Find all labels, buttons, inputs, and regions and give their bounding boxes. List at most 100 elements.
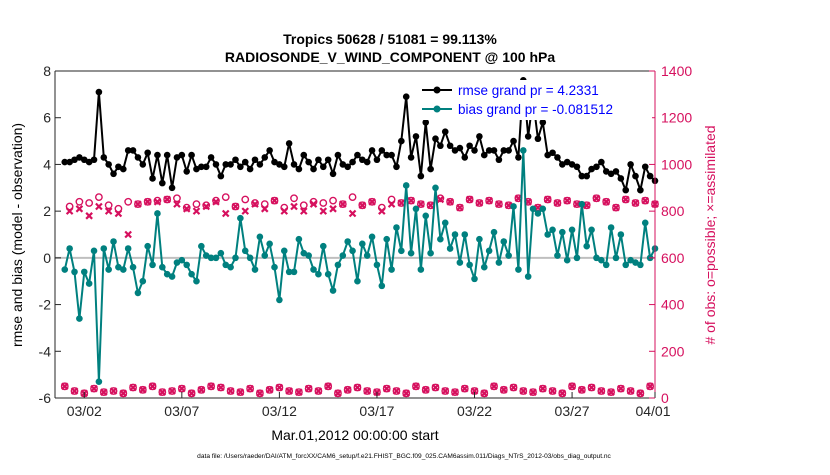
bias-point: [637, 261, 644, 269]
rmse-point: [276, 161, 283, 168]
obs-possible-point: [485, 196, 494, 205]
obs-assimilated-stroke: [543, 195, 552, 204]
obs-assimilated-point: [431, 383, 440, 392]
bias-point: [388, 266, 395, 273]
obs-assimilated-point: [573, 200, 581, 208]
obs-assimilated-point: [460, 384, 469, 393]
obs-assimilated-point: [134, 200, 142, 208]
obs-assimilated-point: [378, 207, 386, 215]
bias-point: [129, 263, 137, 271]
obs-assimilated-stroke: [251, 200, 259, 208]
obs-possible-point: [119, 389, 128, 398]
obs-assimilated-point: [339, 200, 347, 208]
rmse-point: [641, 163, 649, 171]
bias-point: [329, 287, 337, 294]
x-tick-label: 03/27: [555, 403, 590, 419]
obs-assimilated-stroke: [421, 386, 430, 394]
bias-point: [402, 182, 410, 189]
obs-assimilated-point: [548, 387, 557, 395]
y-axis-right-label: # of obs: o=possible; ×=assimilated: [702, 125, 718, 344]
rmse-point: [373, 156, 381, 164]
obs-assimilated-stroke: [153, 198, 162, 206]
rmse-point: [261, 154, 269, 161]
obs-possible-point: [412, 382, 420, 391]
obs-assimilated-point: [382, 384, 391, 393]
obs-assimilated-point: [539, 384, 547, 393]
obs-possible-point: [314, 387, 323, 395]
rmse-point: [549, 149, 556, 157]
bias-point: [563, 256, 571, 264]
rmse-point: [539, 119, 547, 126]
obs-assimilated-point: [265, 386, 274, 394]
obs-possible-point: [612, 203, 620, 212]
bias-point: [417, 266, 425, 273]
rmse-point: [124, 147, 132, 154]
y-left-tick-label: 4: [43, 156, 51, 172]
rmse-point: [500, 147, 508, 154]
obs-assimilated-point: [363, 387, 371, 395]
rmse-point: [95, 88, 103, 96]
obs-possible-point: [631, 199, 640, 207]
rmse-point: [115, 163, 122, 171]
rmse-point: [515, 154, 522, 161]
bias-point: [163, 270, 171, 278]
bias-point: [159, 263, 166, 271]
obs-assimilated-stroke: [363, 387, 371, 395]
rmse-point: [237, 163, 244, 171]
y-left-tick-label: 8: [43, 63, 51, 79]
rmse-point: [66, 158, 73, 166]
obs-assimilated-point: [148, 382, 157, 391]
obs-assimilated-point: [207, 382, 215, 391]
bias-point: [154, 210, 161, 217]
rmse-point: [188, 151, 195, 159]
obs-assimilated-point: [324, 382, 332, 391]
obs-possible-point: [363, 387, 372, 395]
rmse-point: [256, 161, 264, 168]
obs-assimilated-stroke: [65, 207, 74, 215]
obs-assimilated-stroke: [602, 198, 610, 206]
obs-assimilated-point: [329, 205, 337, 213]
obs-assimilated-stroke: [182, 205, 191, 213]
obs-assimilated-point: [104, 207, 113, 215]
obs-assimilated-stroke: [148, 382, 157, 391]
obs-assimilated-point: [343, 386, 352, 394]
y-right-tick-label: 600: [661, 250, 685, 266]
obs-possible-point: [265, 385, 274, 394]
bias-point: [393, 224, 400, 231]
obs-possible-point: [187, 389, 196, 398]
bias-point: [173, 259, 181, 266]
obs-assimilated-stroke: [402, 389, 410, 398]
x-tick-label: 03/22: [457, 403, 492, 419]
y-left-tick-label: -6: [39, 390, 52, 406]
bias-point: [95, 378, 103, 385]
y-left-axis-ticks: 8 6 4 2 0 -2 -4 -6: [39, 63, 61, 406]
rmse-point: [334, 151, 342, 159]
bias-point: [149, 261, 156, 269]
bias-point: [66, 245, 73, 252]
rmse-point: [422, 119, 430, 126]
obs-assimilated-stroke: [192, 207, 201, 215]
obs-possible-point: [270, 196, 279, 205]
bias-point: [583, 242, 591, 250]
rmse-point: [359, 156, 366, 164]
legend-rmse-label: rmse grand pr = 4.2331: [458, 83, 599, 98]
obs-assimilated-stroke: [378, 207, 386, 215]
bias-point: [446, 245, 454, 252]
obs-assimilated-point: [417, 200, 425, 208]
obs-possible-point: [168, 387, 176, 395]
bias-point: [573, 254, 581, 262]
obs-possible-point: [636, 389, 645, 398]
obs-assimilated-stroke: [324, 382, 332, 391]
bias-point: [476, 235, 483, 243]
obs-assimilated-point: [212, 198, 220, 206]
rmse-point: [602, 168, 610, 175]
obs-assimilated-stroke: [392, 387, 401, 395]
obs-assimilated-stroke: [646, 382, 654, 391]
bias-point: [324, 270, 332, 278]
obs-assimilated-stroke: [236, 388, 245, 396]
obs-assimilated-stroke: [426, 201, 435, 210]
bias-point: [524, 273, 532, 280]
obs-possible-point: [75, 197, 84, 206]
obs-assimilated-stroke: [100, 388, 108, 396]
obs-assimilated-point: [65, 207, 74, 215]
